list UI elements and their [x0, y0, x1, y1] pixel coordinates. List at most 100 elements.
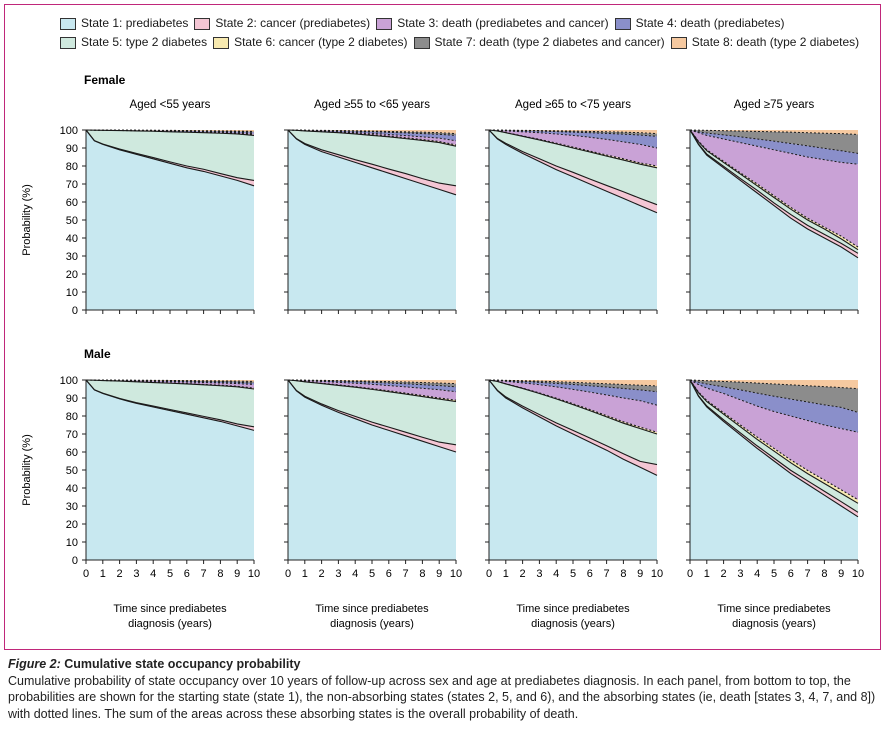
y-axis-title: Probability (%): [21, 184, 33, 256]
x-axis-title-line2: diagnosis (years): [531, 618, 615, 630]
boundary-line-s1: [488, 379, 658, 476]
x-tick-label: 10: [651, 568, 663, 580]
panel-female-1: Aged <55 years 0 10 20 30 40 50 60 70 80 90 100: [60, 99, 255, 317]
caption-title-rest: Cumulative state occupancy probability: [60, 657, 301, 671]
x-tick-label: 3: [335, 568, 341, 580]
x-tick-label: 7: [805, 568, 811, 580]
boundary-line-s2: [488, 129, 658, 206]
area-s5: [690, 130, 858, 254]
swatch-state-7-icon: [413, 36, 430, 49]
x-axis-title: Time since prediabetes: [717, 603, 831, 615]
y-tick-label: 30: [66, 251, 78, 263]
legend-label: State 6: cancer (type 2 diabetes): [234, 35, 408, 49]
x-tick-label: 5: [570, 568, 576, 580]
area-s4: [489, 130, 657, 148]
legend-item-state-4: State 4: death (prediabetes): [614, 14, 784, 33]
boundary-line-s4: [85, 129, 255, 133]
boundary-line-s1: [689, 129, 859, 259]
x-tick-label: 6: [587, 568, 593, 580]
legend-item-state-8: State 8: death (type 2 diabetes): [670, 33, 860, 52]
legend-label: State 3: death (prediabetes and cancer): [397, 16, 609, 30]
x-tick-label: 3: [536, 568, 542, 580]
legend-label: State 1: prediabetes: [81, 16, 189, 30]
x-tick-label: 10: [450, 568, 462, 580]
x-tick-label: 0: [486, 568, 492, 580]
x-tick-label: 9: [637, 568, 643, 580]
area-s8: [690, 130, 858, 135]
boundary-line-s6: [689, 379, 859, 501]
boundary-line-s5: [287, 379, 457, 403]
x-tick-label: 4: [150, 568, 156, 580]
x-axis-title-line2: diagnosis (years): [128, 618, 212, 630]
figure-caption: Figure 2: Cumulative state occupancy pro…: [8, 656, 878, 722]
boundary-line-s2: [287, 379, 457, 446]
y-axis-title: Probability (%): [21, 434, 33, 506]
boundary-line-s3: [85, 379, 255, 385]
boundary-line-s4: [689, 379, 859, 413]
legend-item-state-2: State 2: cancer (prediabetes): [194, 14, 370, 33]
boundary-line-s7: [488, 379, 658, 387]
swatch-state-5-icon: [60, 36, 76, 49]
legend-row-2: State 5: type 2 diabetes State 6: cancer…: [60, 33, 860, 52]
y-tick-label: 50: [66, 465, 78, 477]
x-tick-label: 10: [248, 568, 260, 580]
legend-label: State 8: death (type 2 diabetes): [691, 35, 860, 49]
legend: State 1: prediabetes State 2: cancer (pr…: [60, 14, 860, 52]
x-tick-label: 4: [553, 568, 559, 580]
y-tick-label: 80: [66, 411, 78, 423]
boundary-line-s2: [85, 379, 255, 428]
boundary-line-s3: [85, 129, 255, 135]
boundary-line-s5: [689, 379, 859, 504]
y-tick-label: 90: [66, 143, 78, 155]
y-tick-label: 20: [66, 519, 78, 531]
x-tick-label: 2: [520, 568, 526, 580]
legend-item-state-5: State 5: type 2 diabetes: [60, 33, 207, 52]
column-title: Aged ≥75 years: [734, 99, 815, 111]
area-s4: [86, 380, 254, 385]
area-s7: [690, 130, 858, 154]
y-tick-label: 20: [66, 269, 78, 281]
column-title: Aged ≥55 to <65 years: [314, 99, 430, 111]
boundary-line-s7: [287, 129, 457, 135]
x-tick-label: 10: [852, 568, 864, 580]
swatch-state-3-icon: [376, 17, 393, 30]
boundary-line-s7: [689, 129, 859, 135]
boundary-line-s6: [85, 129, 255, 136]
area-s3: [690, 130, 858, 247]
row-label-male: Male: [84, 347, 111, 361]
boundary-line-s7: [85, 129, 255, 132]
area-s4: [489, 380, 657, 406]
x-tick-label: 5: [771, 568, 777, 580]
y-tick-label: 60: [66, 447, 78, 459]
swatch-state-4-icon: [614, 17, 631, 30]
column-title: Aged <55 years: [130, 99, 211, 111]
y-tick-label: 40: [66, 233, 78, 245]
row-label-female: Female: [84, 73, 126, 87]
boundary-line-s5: [488, 379, 658, 435]
boundary-line-s1: [488, 129, 658, 214]
boundary-line-s7: [85, 379, 255, 382]
legend-label: State 5: type 2 diabetes: [81, 35, 208, 49]
x-tick-label: 0: [285, 568, 291, 580]
boundary-line-s6: [287, 129, 457, 146]
x-tick-label: 0: [83, 568, 89, 580]
area-s1: [489, 130, 657, 310]
area-s2: [288, 130, 456, 195]
x-axis-title-line2: diagnosis (years): [330, 618, 414, 630]
area-s5: [288, 380, 456, 445]
boundary-line-s2: [689, 129, 859, 254]
legend-label: State 2: cancer (prediabetes): [215, 16, 371, 30]
area-s5: [288, 130, 456, 186]
x-tick-label: 6: [184, 568, 190, 580]
y-tick-label: 0: [72, 305, 78, 317]
x-tick-label: 7: [201, 568, 207, 580]
swatch-state-6-icon: [213, 36, 230, 49]
area-s4: [690, 130, 858, 165]
area-s3: [690, 380, 858, 500]
area-s2: [489, 130, 657, 213]
boundary-line-s2: [287, 129, 457, 187]
x-tick-label: 1: [100, 568, 106, 580]
area-s8: [489, 130, 657, 134]
boundary-line-s5: [287, 129, 457, 147]
